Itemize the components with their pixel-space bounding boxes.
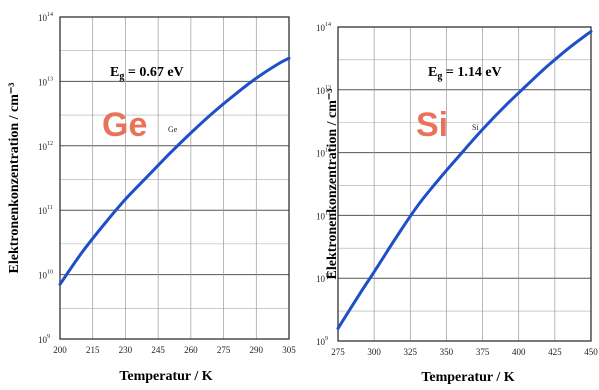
x-tick-label: 275 (217, 345, 231, 355)
x-tick-label: 245 (151, 345, 165, 355)
bandgap-symbol: E (428, 65, 437, 80)
material-label: Si (416, 106, 448, 144)
series-line (58, 56, 291, 286)
y-tick-exp: 11 (325, 210, 331, 216)
y-tick-base: 10 (38, 13, 48, 23)
x-tick-label: 215 (86, 345, 100, 355)
x-tick-label: 230 (119, 345, 133, 355)
y-tick-base: 10 (316, 211, 326, 221)
y-tick-label: 1011 (316, 210, 331, 221)
y-tick-base: 10 (316, 149, 326, 159)
bandgap-annotation: Eg = 0.67 eV (110, 65, 184, 82)
y-tick-exp: 14 (47, 12, 53, 18)
x-tick-label: 305 (282, 345, 296, 355)
y-tick-exp: 13 (325, 85, 331, 91)
plot-frame (59, 16, 290, 340)
y-tick-base: 10 (38, 271, 48, 281)
x-axis-label: Temperatur / K (119, 369, 212, 384)
y-tick-exp: 12 (325, 148, 331, 154)
y-tick-base: 10 (316, 23, 326, 33)
y-tick-base: 10 (316, 337, 326, 347)
y-tick-exp: 10 (47, 270, 53, 276)
y-tick-exp: 9 (325, 336, 328, 342)
bandgap-value: = 0.67 eV (124, 65, 183, 80)
y-tick-base: 10 (38, 206, 48, 216)
y-tick-label: 1012 (316, 148, 331, 159)
y-tick-exp: 14 (325, 22, 331, 28)
y-tick-base: 10 (38, 142, 48, 152)
y-tick-exp: 11 (47, 205, 53, 211)
y-tick-label: 1014 (38, 12, 53, 23)
y-tick-label: 1010 (38, 270, 53, 281)
x-tick-label: 425 (548, 347, 562, 357)
bandgap-value: = 1.14 eV (442, 65, 501, 80)
y-tick-base: 10 (316, 86, 326, 96)
x-tick-label: 200 (53, 345, 67, 355)
x-tick-label: 400 (512, 347, 526, 357)
y-tick-label: 109 (316, 336, 328, 347)
y-tick-label: 1013 (38, 76, 53, 87)
bandgap-symbol: E (110, 65, 119, 80)
bandgap-subscript: g (437, 71, 442, 82)
y-tick-label: 1011 (38, 205, 53, 216)
x-tick-label: 450 (584, 347, 598, 357)
x-tick-label: 375 (476, 347, 490, 357)
y-tick-label: 1013 (316, 85, 331, 96)
material-label: Ge (102, 106, 147, 144)
bandgap-subscript: g (119, 71, 124, 82)
left-panel: 200 215 230 245 260 275 290 3051091010101110121… (7, 12, 296, 384)
y-tick-exp: 10 (325, 273, 331, 279)
y-axis-label: Elektronenkonzentration / cm⁻³ (7, 83, 22, 274)
x-tick-label: 275 (331, 347, 345, 357)
x-tick-label: 300 (367, 347, 381, 357)
y-tick-label: 1014 (316, 22, 331, 33)
series-line (336, 29, 593, 330)
x-tick-label: 260 (184, 345, 198, 355)
material-label-small: Ge (168, 125, 178, 134)
y-axis-label: Elektronenkonzentration / cm⁻³ (325, 89, 340, 280)
y-tick-exp: 12 (47, 141, 53, 147)
bandgap-annotation: Eg = 1.14 eV (428, 65, 502, 82)
right-panel: 275 300 325 350 375 400 425 4501091010101110121… (316, 22, 598, 385)
y-tick-base: 10 (38, 335, 48, 345)
material-label-small: Si (472, 123, 479, 132)
y-tick-label: 1010 (316, 273, 331, 284)
x-tick-label: 290 (250, 345, 264, 355)
y-tick-exp: 9 (47, 334, 50, 340)
y-tick-label: 109 (38, 334, 50, 345)
x-tick-label: 350 (440, 347, 454, 357)
y-tick-exp: 13 (47, 76, 53, 82)
plot-frame (337, 26, 592, 342)
y-tick-base: 10 (316, 274, 326, 284)
y-tick-base: 10 (38, 77, 48, 87)
x-axis-label: Temperatur / K (421, 370, 514, 385)
x-tick-label: 325 (404, 347, 418, 357)
y-tick-label: 1012 (38, 141, 53, 152)
